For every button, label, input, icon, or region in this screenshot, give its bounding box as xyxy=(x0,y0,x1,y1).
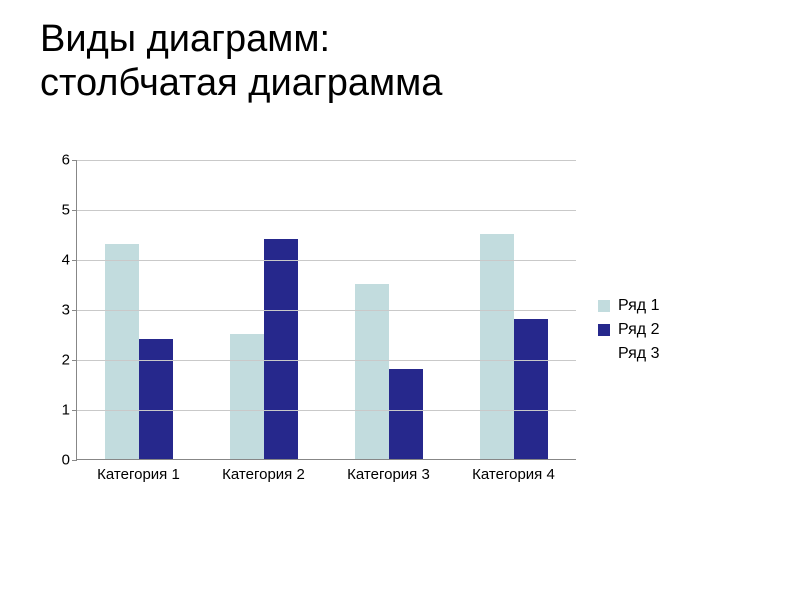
legend: Ряд 1 Ряд 2 Ряд 3 xyxy=(598,297,659,363)
slide: Виды диаграмм: столбчатая диаграмма 0 1 2 3… xyxy=(0,0,800,600)
bar xyxy=(139,339,173,459)
plot-area xyxy=(76,160,576,460)
y-axis: 0123456 xyxy=(40,160,76,460)
gridline xyxy=(77,410,576,411)
y-tick xyxy=(72,460,77,461)
y-tick xyxy=(72,360,77,361)
gridline xyxy=(77,160,576,161)
y-tick xyxy=(72,410,77,411)
x-axis-label: Категория 3 xyxy=(326,466,451,483)
y-tick-label: 6 xyxy=(62,152,70,169)
bar-chart: 0123456 Категория 1Категория 2Категория … xyxy=(40,160,760,500)
title-line-1: Виды диаграмм: xyxy=(40,18,442,62)
title-line-2: столбчатая диаграмма xyxy=(40,62,442,106)
bar xyxy=(230,334,264,459)
x-axis-label: Категория 2 xyxy=(201,466,326,483)
bar xyxy=(105,244,139,459)
legend-swatch xyxy=(598,348,610,360)
plot-column: Категория 1Категория 2Категория 3Категор… xyxy=(76,160,576,500)
y-tick-label: 0 xyxy=(62,452,70,469)
legend-item: Ряд 1 xyxy=(598,297,659,315)
gridline xyxy=(77,260,576,261)
bar xyxy=(480,234,514,459)
x-axis-label: Категория 1 xyxy=(76,466,201,483)
y-tick xyxy=(72,260,77,261)
y-tick-label: 1 xyxy=(62,402,70,419)
legend-swatch xyxy=(598,324,610,336)
bar xyxy=(264,239,298,459)
legend-item: Ряд 3 xyxy=(598,345,659,363)
x-axis-labels: Категория 1Категория 2Категория 3Категор… xyxy=(76,466,576,483)
legend-label: Ряд 2 xyxy=(618,321,659,339)
y-tick-label: 3 xyxy=(62,302,70,319)
y-tick-label: 4 xyxy=(62,252,70,269)
y-tick xyxy=(72,160,77,161)
slide-title: Виды диаграмм: столбчатая диаграмма xyxy=(40,18,442,105)
legend-label: Ряд 1 xyxy=(618,297,659,315)
gridline xyxy=(77,210,576,211)
y-tick-label: 5 xyxy=(62,202,70,219)
bar xyxy=(389,369,423,459)
gridline xyxy=(77,310,576,311)
y-tick xyxy=(72,310,77,311)
legend-item: Ряд 2 xyxy=(598,321,659,339)
x-axis-label: Категория 4 xyxy=(451,466,576,483)
y-tick-label: 2 xyxy=(62,352,70,369)
bar xyxy=(514,319,548,459)
legend-swatch xyxy=(598,300,610,312)
gridline xyxy=(77,360,576,361)
legend-label: Ряд 3 xyxy=(618,345,659,363)
y-tick xyxy=(72,210,77,211)
